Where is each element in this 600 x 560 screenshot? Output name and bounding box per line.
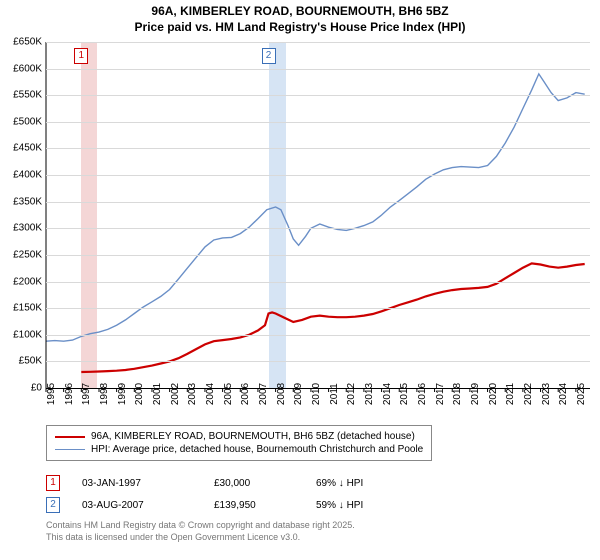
y-gridline xyxy=(46,335,590,336)
y-gridline xyxy=(46,255,590,256)
y-tick-label: £200K xyxy=(0,276,42,287)
y-tick-label: £150K xyxy=(0,303,42,314)
footer: Contains HM Land Registry data © Crown c… xyxy=(46,520,355,543)
event-date: 03-AUG-2007 xyxy=(82,500,192,511)
event-date: 03-JAN-1997 xyxy=(82,478,192,489)
y-gridline xyxy=(46,361,590,362)
legend-label: HPI: Average price, detached house, Bour… xyxy=(91,444,423,455)
legend: 96A, KIMBERLEY ROAD, BOURNEMOUTH, BH6 5B… xyxy=(46,425,432,461)
y-tick-label: £300K xyxy=(0,223,42,234)
legend-item: 96A, KIMBERLEY ROAD, BOURNEMOUTH, BH6 5B… xyxy=(55,430,423,443)
y-gridline xyxy=(46,202,590,203)
chart-marker-1: 1 xyxy=(74,48,88,64)
event-row: 2 03-AUG-2007 £139,950 59% ↓ HPI xyxy=(46,494,406,516)
y-gridline xyxy=(46,308,590,309)
event-pct: 69% ↓ HPI xyxy=(316,478,406,489)
y-gridline xyxy=(46,42,590,43)
y-tick-label: £600K xyxy=(0,63,42,74)
event-marker: 2 xyxy=(46,497,60,513)
x-tick-label: 2025 xyxy=(576,383,598,405)
footer-line1: Contains HM Land Registry data © Crown c… xyxy=(46,520,355,532)
legend-label: 96A, KIMBERLEY ROAD, BOURNEMOUTH, BH6 5B… xyxy=(91,431,415,442)
series-price_paid xyxy=(81,263,584,372)
y-gridline xyxy=(46,148,590,149)
y-tick-label: £350K xyxy=(0,196,42,207)
y-tick-label: £550K xyxy=(0,90,42,101)
event-marker: 1 xyxy=(46,475,60,491)
y-gridline xyxy=(46,69,590,70)
footer-line2: This data is licensed under the Open Gov… xyxy=(46,532,355,544)
chart-svg xyxy=(46,42,590,388)
event-pct: 59% ↓ HPI xyxy=(316,500,406,511)
event-price: £139,950 xyxy=(214,500,294,511)
legend-swatch xyxy=(55,449,85,450)
title-line2: Price paid vs. HM Land Registry's House … xyxy=(0,20,600,36)
y-gridline xyxy=(46,95,590,96)
event-price: £30,000 xyxy=(214,478,294,489)
y-tick-label: £400K xyxy=(0,170,42,181)
event-row: 1 03-JAN-1997 £30,000 69% ↓ HPI xyxy=(46,472,406,494)
y-tick-label: £500K xyxy=(0,116,42,127)
y-tick-label: £450K xyxy=(0,143,42,154)
chart-marker-2: 2 xyxy=(262,48,276,64)
y-gridline xyxy=(46,228,590,229)
title-line1: 96A, KIMBERLEY ROAD, BOURNEMOUTH, BH6 5B… xyxy=(0,4,600,20)
y-tick-label: £250K xyxy=(0,249,42,260)
series-hpi xyxy=(46,74,585,341)
chart-title: 96A, KIMBERLEY ROAD, BOURNEMOUTH, BH6 5B… xyxy=(0,0,600,35)
y-tick-label: £100K xyxy=(0,329,42,340)
y-tick-label: £650K xyxy=(0,37,42,48)
y-tick-label: £0 xyxy=(0,383,42,394)
y-gridline xyxy=(46,122,590,123)
y-tick-label: £50K xyxy=(0,356,42,367)
legend-item: HPI: Average price, detached house, Bour… xyxy=(55,443,423,456)
y-gridline xyxy=(46,175,590,176)
legend-swatch xyxy=(55,436,85,438)
price-chart: £0£50K£100K£150K£200K£250K£300K£350K£400… xyxy=(46,42,590,388)
event-table: 1 03-JAN-1997 £30,000 69% ↓ HPI 2 03-AUG-2007… xyxy=(46,472,406,516)
y-gridline xyxy=(46,282,590,283)
